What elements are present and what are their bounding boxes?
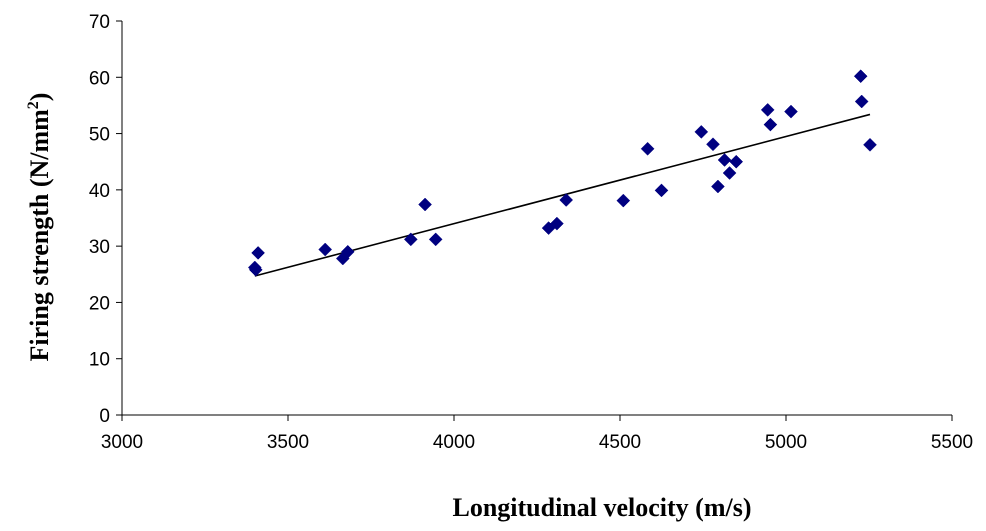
x-tick-label: 4500 (599, 432, 641, 453)
y-tick-label: 10 (89, 350, 110, 371)
data-point (418, 197, 432, 212)
y-tick-label: 20 (89, 293, 110, 314)
data-point (428, 232, 443, 247)
data-point (784, 104, 798, 119)
y-axis-title-superscript: 2 (25, 101, 42, 109)
data-point (559, 193, 574, 207)
data-point (251, 246, 265, 260)
data-point (711, 179, 725, 194)
y-tick-label: 30 (89, 237, 110, 258)
y-tick-label: 0 (99, 406, 110, 427)
data-point (863, 137, 877, 152)
x-tick-label: 3000 (101, 432, 143, 453)
data-point (640, 141, 655, 156)
y-tick-label: 60 (89, 68, 110, 89)
data-point (403, 232, 418, 247)
x-tick-label: 5000 (765, 432, 807, 453)
y-axis-title: Firing strength (N/mm2) (25, 93, 54, 362)
data-point (248, 262, 263, 277)
data-point (729, 154, 744, 169)
x-tick-label: 3500 (267, 432, 309, 453)
y-axis-title-main: Firing strength (N/mm (25, 109, 54, 362)
data-point (550, 216, 564, 231)
y-tick-label: 40 (89, 181, 110, 202)
y-tick-label: 50 (89, 125, 110, 146)
data-point (318, 242, 333, 257)
data-points-layer (247, 69, 877, 277)
trendline-layer (254, 113, 871, 277)
x-tick-label: 4000 (433, 432, 475, 453)
trendline (254, 113, 871, 277)
y-axis-title-end: ) (25, 93, 54, 102)
x-axis-title: Longitudinal velocity (m/s) (452, 493, 751, 522)
data-point (854, 94, 869, 109)
y-axis: 0 10 20 30 40 50 60 70 (89, 12, 123, 427)
data-point (722, 166, 737, 180)
data-point (616, 193, 631, 208)
data-point (694, 125, 709, 139)
data-point (654, 183, 669, 198)
data-point (763, 117, 778, 132)
data-point (706, 137, 720, 152)
x-tick-label: 5500 (931, 432, 973, 453)
data-point (717, 153, 732, 167)
x-axis: 3000 3500 4000 4500 5000 5500 (101, 414, 973, 453)
data-point (853, 69, 868, 84)
data-point (760, 103, 775, 117)
y-tick-label: 70 (89, 12, 110, 33)
data-point (340, 244, 355, 259)
